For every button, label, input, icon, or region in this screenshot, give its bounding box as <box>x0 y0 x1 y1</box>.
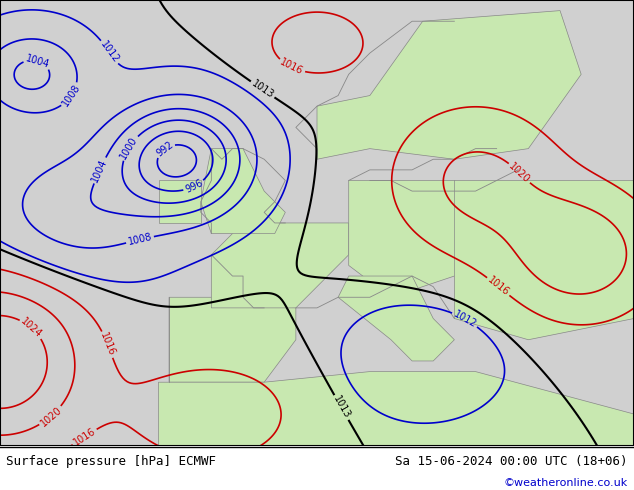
Polygon shape <box>317 11 581 159</box>
Text: 1013: 1013 <box>250 78 276 100</box>
Text: 1016: 1016 <box>278 57 305 77</box>
Polygon shape <box>158 180 201 223</box>
Text: 1016: 1016 <box>486 275 511 298</box>
Bar <box>0 0 634 446</box>
Text: ©weatheronline.co.uk: ©weatheronline.co.uk <box>503 478 628 489</box>
Text: 1004: 1004 <box>24 53 51 70</box>
Polygon shape <box>158 371 634 446</box>
Text: Surface pressure [hPa] ECMWF: Surface pressure [hPa] ECMWF <box>6 455 216 468</box>
Polygon shape <box>211 223 349 308</box>
Polygon shape <box>169 297 296 382</box>
Text: 1013: 1013 <box>331 394 352 420</box>
Text: 992: 992 <box>154 140 175 159</box>
Text: 1008: 1008 <box>127 232 153 247</box>
Text: 1016: 1016 <box>98 331 117 358</box>
Text: 1000: 1000 <box>119 135 139 161</box>
Polygon shape <box>349 180 528 297</box>
Text: 996: 996 <box>183 178 204 195</box>
Polygon shape <box>201 148 285 234</box>
Text: 1020: 1020 <box>507 161 532 185</box>
Text: 1008: 1008 <box>60 82 82 108</box>
Text: 1004: 1004 <box>90 157 109 184</box>
Text: 1024: 1024 <box>19 316 44 340</box>
Text: 1016: 1016 <box>72 426 98 448</box>
Text: 1012: 1012 <box>98 39 120 65</box>
Polygon shape <box>455 180 634 340</box>
Text: Sa 15-06-2024 00:00 UTC (18+06): Sa 15-06-2024 00:00 UTC (18+06) <box>395 455 628 468</box>
Text: 1020: 1020 <box>38 404 63 428</box>
Text: 1012: 1012 <box>452 309 478 329</box>
Polygon shape <box>338 276 455 361</box>
